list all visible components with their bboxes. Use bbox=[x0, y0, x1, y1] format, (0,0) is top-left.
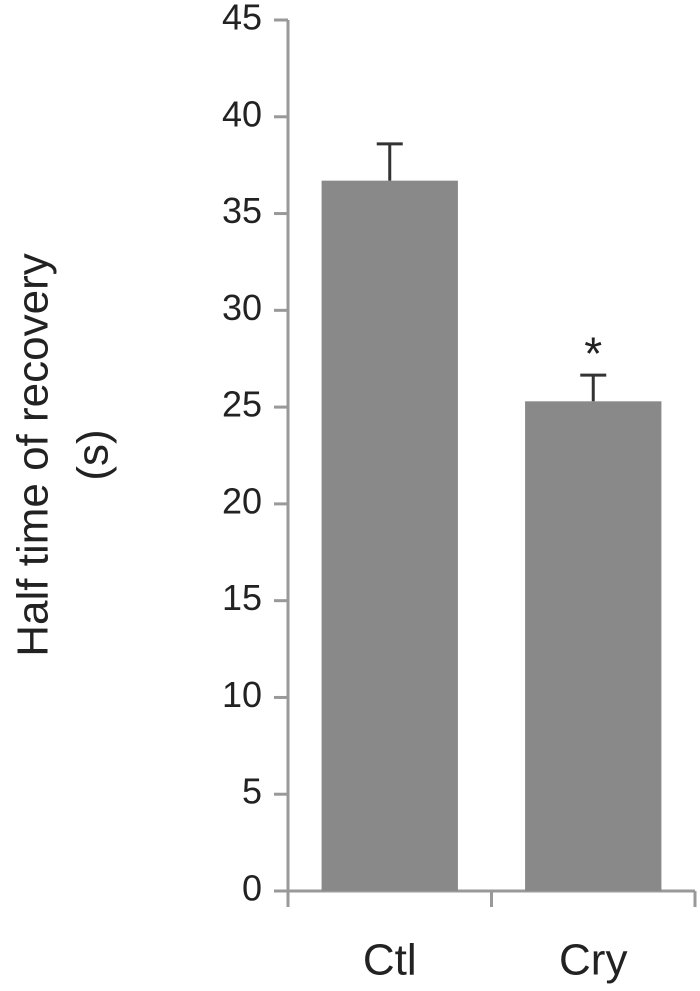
y-tick-label: 15 bbox=[222, 577, 262, 618]
y-tick-label: 5 bbox=[242, 771, 262, 812]
y-label-group: Half time of recovery (s) bbox=[9, 253, 118, 656]
bar bbox=[525, 401, 662, 891]
y-axis-label: (s) bbox=[69, 429, 118, 480]
y-tick-label: 35 bbox=[222, 190, 262, 231]
y-tick-label: 45 bbox=[222, 0, 262, 38]
bar bbox=[321, 180, 458, 891]
x-tick-label: Cry bbox=[559, 936, 627, 985]
y-tick-label: 10 bbox=[222, 674, 262, 715]
y-tick-label: 0 bbox=[242, 868, 262, 909]
error-bar bbox=[580, 373, 607, 402]
annotation: * bbox=[584, 327, 602, 379]
y-tick-label: 25 bbox=[222, 384, 262, 425]
x-tick-label: Ctl bbox=[363, 936, 417, 985]
y-tick-label: 20 bbox=[222, 480, 262, 521]
error-bar bbox=[376, 142, 403, 181]
y-tick-label: 30 bbox=[222, 287, 262, 328]
y-tick-label: 40 bbox=[222, 93, 262, 134]
y-axis-label: Half time of recovery bbox=[9, 253, 58, 656]
